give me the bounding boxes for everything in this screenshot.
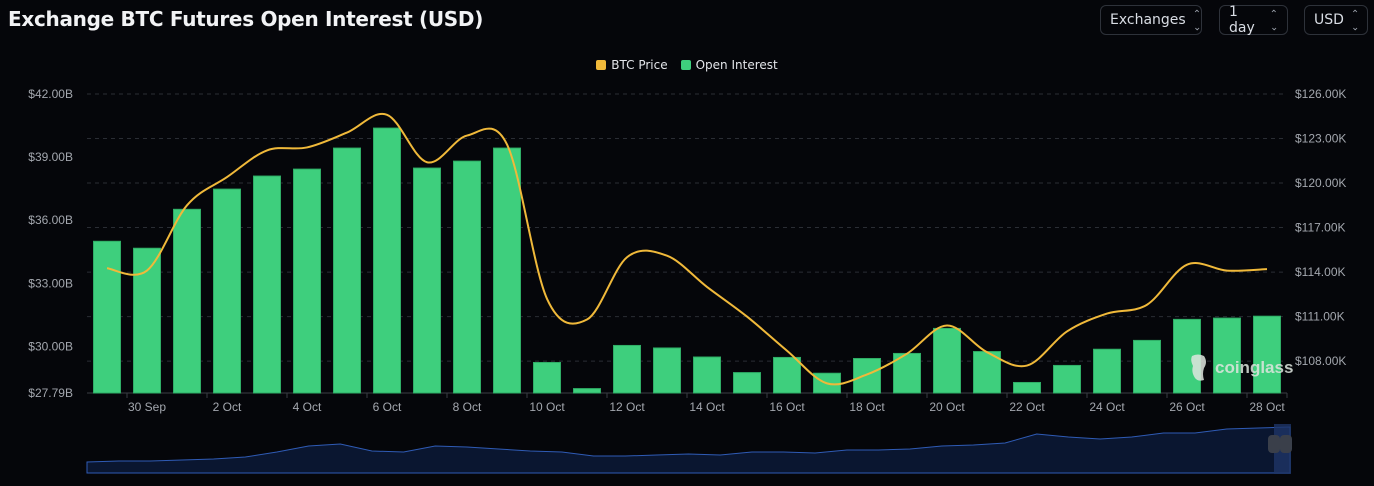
- chevron-up-down-icon: ⌃ ⌃: [1269, 9, 1278, 32]
- x-tick-label: 24 Oct: [1089, 400, 1125, 414]
- bar-series-open-interest: [93, 127, 1281, 394]
- navigator-series: [86, 426, 1291, 474]
- bar-7-oct[interactable]: [413, 167, 441, 394]
- exchanges-select-label: Exchanges: [1110, 12, 1186, 28]
- legend-swatch-btc-price: [596, 60, 607, 70]
- x-tick-label: 2 Oct: [213, 400, 242, 414]
- x-tick-label: 6 Oct: [373, 400, 402, 414]
- y-left-tick-label: $27.79B: [28, 386, 73, 400]
- bar-1-oct[interactable]: [173, 208, 201, 394]
- bar-3-oct[interactable]: [253, 175, 281, 394]
- interval-select[interactable]: 1 day ⌃ ⌃: [1219, 4, 1288, 36]
- line-series-btc-price: [106, 112, 1268, 386]
- y-right-tick-label: $111.00K: [1295, 310, 1345, 324]
- bar-13-oct[interactable]: [653, 347, 681, 394]
- y-right-tick-label: $114.00K: [1295, 265, 1346, 279]
- bar-4-oct[interactable]: [293, 168, 321, 394]
- coinglass-watermark: coinglass: [1191, 354, 1293, 381]
- y-left-tick-label: $42.00B: [28, 87, 73, 101]
- coinglass-logo-icon: [1191, 354, 1206, 381]
- bar-22-oct[interactable]: [1013, 381, 1041, 394]
- bar-11-oct[interactable]: [573, 388, 601, 394]
- bar-25-oct[interactable]: [1133, 339, 1161, 394]
- bar-20-oct[interactable]: [933, 327, 961, 394]
- bar-27-oct[interactable]: [1213, 317, 1241, 394]
- bar-24-oct[interactable]: [1093, 348, 1121, 394]
- y-right-tick-label: $123.00K: [1295, 132, 1346, 146]
- bar-6-oct[interactable]: [373, 127, 401, 394]
- legend-item-open-interest[interactable]: Open Interest: [680, 58, 778, 72]
- x-tick-label: 16 Oct: [769, 400, 805, 414]
- chevron-up-down-icon: ⌃ ⌃: [1350, 9, 1360, 32]
- chart-legend: BTC Price Open Interest: [0, 58, 1374, 72]
- bar-14-oct[interactable]: [693, 356, 721, 394]
- navigator-handle-right[interactable]: [1280, 435, 1292, 453]
- bar-5-oct[interactable]: [333, 147, 361, 394]
- bar-2-oct[interactable]: [213, 188, 241, 394]
- x-axis: 30 Sep 2 Oct 4 Oct 6 Oct 8 Oct 10 Oct 12 Oct 14…: [126, 393, 1288, 414]
- legend-item-btc-price[interactable]: BTC Price: [596, 58, 668, 72]
- bar-23-oct[interactable]: [1053, 364, 1081, 394]
- navigator-handle-left[interactable]: [1268, 435, 1280, 453]
- bar-10-oct[interactable]: [533, 361, 561, 394]
- x-tick-label: 22 Oct: [1009, 400, 1045, 414]
- y-axis-right: $126.00K $123.00K $120.00K $117.00K $114.00K…: [1295, 87, 1346, 368]
- legend-label-btc-price: BTC Price: [611, 58, 668, 72]
- y-left-tick-label: $39.00B: [28, 150, 73, 164]
- bar-12-oct[interactable]: [613, 344, 641, 394]
- bar-9-oct[interactable]: [493, 147, 521, 394]
- x-tick-label: 30 Sep: [128, 400, 166, 414]
- watermark-text: coinglass: [1215, 358, 1293, 377]
- chevron-up-down-icon: ⌃ ⌃: [1192, 9, 1202, 32]
- x-tick-label: 18 Oct: [849, 400, 885, 414]
- x-tick-label: 14 Oct: [689, 400, 725, 414]
- bar-15-oct[interactable]: [733, 372, 761, 394]
- y-right-tick-label: $117.00K: [1295, 221, 1346, 235]
- currency-select[interactable]: USD ⌃ ⌃: [1304, 5, 1368, 35]
- y-axis-left: $42.00B $39.00B $36.00B $33.00B $30.00B $27.7…: [28, 87, 73, 400]
- y-right-tick-label: $120.00K: [1295, 176, 1346, 190]
- exchanges-select[interactable]: Exchanges ⌃ ⌃: [1100, 5, 1202, 35]
- bar-29-sep[interactable]: [93, 240, 121, 394]
- currency-select-label: USD: [1314, 12, 1344, 28]
- x-tick-label: 20 Oct: [929, 400, 965, 414]
- x-tick-label: 4 Oct: [293, 400, 322, 414]
- bar-16-oct[interactable]: [773, 356, 801, 394]
- y-left-tick-label: $36.00B: [28, 213, 73, 227]
- y-right-tick-label: $108.00K: [1295, 354, 1346, 368]
- bar-28-oct[interactable]: [1253, 315, 1281, 394]
- x-tick-label: 26 Oct: [1169, 400, 1205, 414]
- bar-18-oct[interactable]: [853, 357, 881, 394]
- y-right-tick-label: $126.00K: [1295, 87, 1346, 101]
- page-title: Exchange BTC Futures Open Interest (USD): [8, 7, 484, 31]
- bar-8-oct[interactable]: [453, 160, 481, 394]
- legend-label-open-interest: Open Interest: [695, 58, 778, 72]
- y-left-tick-label: $33.00B: [28, 276, 73, 290]
- x-tick-label: 28 Oct: [1249, 400, 1285, 414]
- x-tick-label: 8 Oct: [453, 400, 482, 414]
- x-tick-label: 12 Oct: [609, 400, 645, 414]
- bar-30-sep[interactable]: [133, 247, 161, 394]
- navigator[interactable]: [86, 424, 1292, 474]
- x-tick-label: 10 Oct: [529, 400, 565, 414]
- legend-swatch-open-interest: [680, 60, 691, 70]
- interval-select-label: 1 day: [1229, 4, 1255, 36]
- y-left-tick-label: $30.00B: [28, 339, 73, 353]
